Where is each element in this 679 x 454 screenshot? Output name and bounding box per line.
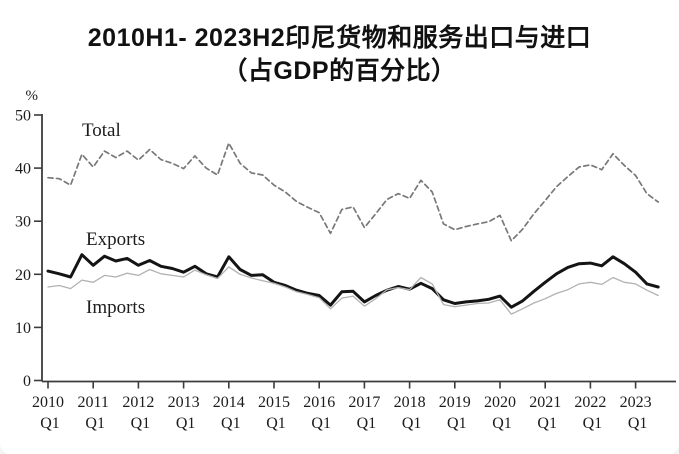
chart-title-line1: 2010H1- 2023H2印尼货物和服务出口与进口 bbox=[87, 24, 592, 52]
series-label-imports: Imports bbox=[86, 297, 145, 318]
x-tick-year-label: 2019 bbox=[439, 394, 471, 411]
series-label-exports: Exports bbox=[86, 229, 145, 250]
series-line-total bbox=[47, 142, 660, 242]
x-tick-quarter-label: Q1 bbox=[357, 415, 377, 432]
x-tick-quarter-label: Q1 bbox=[131, 415, 151, 432]
x-tick-year-label: 2013 bbox=[168, 394, 200, 411]
x-tick-year-label: 2015 bbox=[258, 394, 290, 411]
x-tick-year-label: 2011 bbox=[77, 394, 108, 411]
x-tick-year-label: 2023 bbox=[620, 394, 652, 411]
x-tick-quarter-label: Q1 bbox=[447, 415, 467, 432]
y-tick-label: 10 bbox=[15, 320, 31, 337]
x-tick-year-label: 2021 bbox=[529, 394, 561, 411]
x-tick-quarter-label: Q1 bbox=[176, 415, 196, 432]
x-tick-quarter-label: Q1 bbox=[311, 415, 331, 432]
x-tick-year-label: 2014 bbox=[213, 394, 245, 411]
x-tick-year-label: 2020 bbox=[484, 394, 516, 411]
x-tick-quarter-label: Q1 bbox=[628, 415, 648, 432]
x-tick-year-label: 2018 bbox=[394, 394, 426, 411]
x-tick-year-label: 2017 bbox=[348, 394, 380, 411]
chart-title: 2010H1- 2023H2印尼货物和服务出口与进口 （占GDP的百分比） bbox=[0, 22, 679, 88]
x-tick-year-label: 2016 bbox=[303, 394, 335, 411]
x-tick-year-label: 2022 bbox=[574, 394, 606, 411]
x-tick-quarter-label: Q1 bbox=[266, 415, 286, 432]
series-line-exports bbox=[46, 253, 660, 309]
y-tick-label: 0 bbox=[23, 373, 31, 390]
y-tick-label: 40 bbox=[15, 161, 31, 178]
series-label-total: Total bbox=[82, 120, 121, 141]
series-line-imports bbox=[47, 266, 659, 315]
y-tick-label: 20 bbox=[15, 267, 31, 284]
x-tick-quarter-label: Q1 bbox=[492, 415, 512, 432]
x-tick-quarter-label: Q1 bbox=[85, 415, 105, 432]
y-tick-label: 50 bbox=[15, 108, 31, 125]
x-tick-quarter-label: Q1 bbox=[402, 415, 422, 432]
chart-title-line2: （占GDP的百分比） bbox=[222, 57, 457, 85]
x-tick-quarter-label: Q1 bbox=[221, 415, 241, 432]
y-tick-label: 30 bbox=[15, 214, 31, 231]
y-axis-unit-label: % bbox=[26, 88, 39, 104]
x-tick-year-label: 2012 bbox=[122, 394, 154, 411]
x-tick-year-label: 2010 bbox=[32, 394, 64, 411]
x-tick-quarter-label: Q1 bbox=[583, 415, 603, 432]
x-tick-quarter-label: Q1 bbox=[40, 415, 60, 432]
x-tick-quarter-label: Q1 bbox=[537, 415, 557, 432]
